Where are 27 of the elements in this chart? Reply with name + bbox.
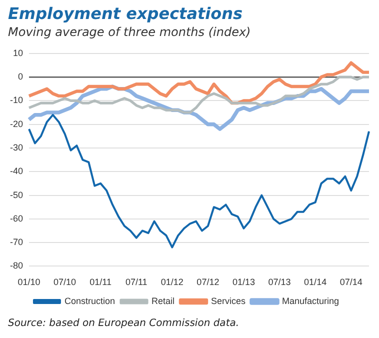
legend-label: Construction [64, 296, 115, 306]
x-tick-label: 01/11 [90, 277, 112, 288]
x-tick-label: 07/14 [340, 277, 362, 288]
y-tick-label: -20 [10, 118, 24, 129]
y-tick-label: -60 [10, 213, 24, 224]
legend-label: Manufacturing [282, 296, 340, 306]
y-tick-label: 10 [12, 48, 24, 58]
y-tick-label: -10 [10, 95, 24, 106]
y-tick-label: -30 [10, 142, 24, 152]
y-tick-label: -40 [10, 166, 24, 176]
x-tick-label: 07/11 [125, 277, 148, 288]
x-tick-label: 01/10 [18, 277, 40, 288]
legend-label: Services [210, 296, 246, 306]
x-tick-label: 07/13 [268, 277, 291, 288]
x-tick-label: 07/12 [196, 277, 220, 288]
x-tick-label: 01/13 [232, 277, 256, 288]
y-tick-label: -70 [10, 237, 24, 248]
chart-subtitle: Moving average of three months (index) [8, 25, 251, 39]
chart-title: Employment expectations [8, 4, 243, 23]
source-note: Source: based on European Commission data. [8, 318, 240, 329]
x-tick-label: 01/14 [304, 277, 327, 288]
y-tick-label: -80 [10, 260, 24, 271]
legend-label: Retail [151, 296, 174, 306]
x-tick-label: 07/10 [54, 277, 76, 288]
y-tick-label: -50 [10, 190, 24, 200]
x-tick-label: 01/12 [160, 277, 184, 288]
y-tick-label: 0 [18, 72, 24, 82]
